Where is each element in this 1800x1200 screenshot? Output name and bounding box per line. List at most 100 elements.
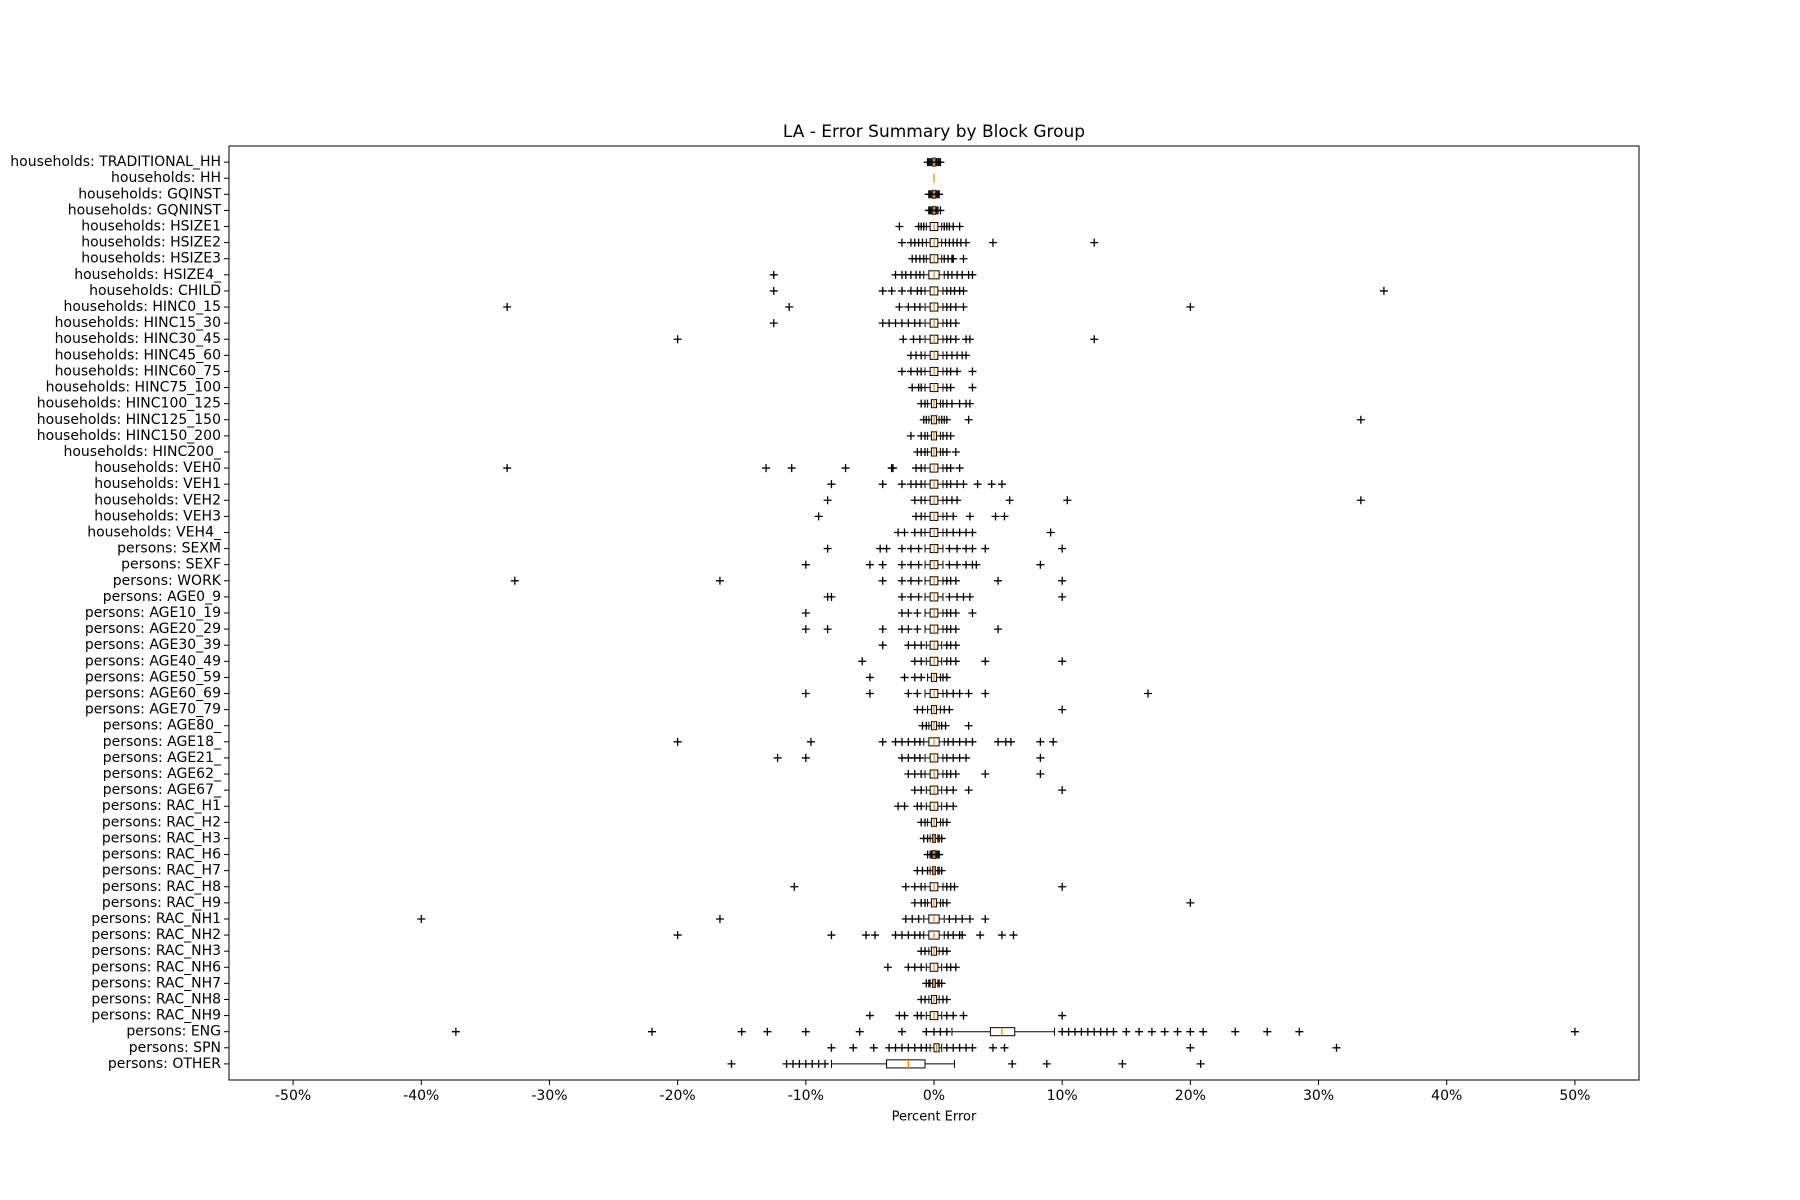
y-tick-label: persons: RAC_H8 — [102, 879, 221, 895]
x-tick-label: -10% — [788, 1088, 824, 1104]
flier — [947, 399, 956, 408]
y-tick-label: persons: WORK — [113, 573, 222, 589]
flier — [965, 335, 974, 344]
box — [886, 1059, 926, 1069]
flier — [895, 303, 904, 312]
flier — [917, 882, 926, 891]
flier — [968, 383, 977, 392]
flier — [937, 979, 946, 988]
flier — [965, 592, 974, 601]
flier — [906, 576, 915, 585]
flier — [950, 882, 959, 891]
flier — [921, 898, 930, 907]
flier — [1160, 1027, 1169, 1036]
flier — [1332, 1043, 1341, 1052]
flier — [878, 625, 887, 634]
flier — [915, 737, 924, 746]
flier — [917, 963, 926, 972]
flier — [958, 914, 967, 923]
flier — [926, 190, 935, 199]
flier — [962, 753, 971, 762]
flier — [451, 1027, 460, 1036]
flier — [1000, 1043, 1009, 1052]
x-axis-label: Percent Error — [892, 1110, 977, 1125]
flier — [806, 737, 815, 746]
flier — [917, 786, 926, 795]
flier — [946, 383, 955, 392]
flier — [917, 673, 926, 682]
flier — [1006, 737, 1015, 746]
flier — [917, 512, 926, 521]
flier — [951, 625, 960, 634]
flier — [942, 818, 951, 827]
flier — [1186, 898, 1195, 907]
y-tick-label: persons: AGE70_79 — [85, 702, 221, 718]
y-tick-label: persons: SPN — [129, 1040, 221, 1056]
flier — [921, 447, 930, 456]
y-tick-label: persons: RAC_NH8 — [91, 991, 221, 1007]
flier — [1008, 1059, 1017, 1068]
flier — [827, 480, 836, 489]
flier — [787, 464, 796, 473]
flier — [945, 544, 954, 553]
flier — [914, 592, 923, 601]
flier — [922, 721, 931, 730]
flier — [936, 158, 945, 167]
box — [989, 1027, 1016, 1037]
flier — [997, 480, 1006, 489]
flier — [1036, 770, 1045, 779]
flier — [1063, 496, 1072, 505]
y-tick-label: persons: SEXM — [117, 541, 221, 557]
flier — [899, 335, 908, 344]
flier — [955, 464, 964, 473]
flier — [937, 866, 946, 875]
flier — [914, 544, 923, 553]
y-tick-label: households: VEH3 — [94, 508, 221, 524]
flier — [953, 496, 962, 505]
x-tick-label: 10% — [1047, 1088, 1078, 1104]
flier — [865, 1011, 874, 1020]
flier — [965, 512, 974, 521]
y-tick-label: persons: SEXF — [121, 557, 221, 573]
y-tick-label: persons: RAC_NH3 — [91, 943, 221, 959]
flier — [673, 931, 682, 940]
flier — [865, 673, 874, 682]
flier — [959, 1011, 968, 1020]
flier — [1570, 1027, 1579, 1036]
flier — [1356, 415, 1365, 424]
y-tick-label: households: HH — [111, 170, 221, 186]
flier — [917, 528, 926, 537]
flier — [962, 238, 971, 247]
y-tick-label: persons: AGE10_19 — [85, 605, 221, 621]
y-tick-label: households: HINC100_125 — [37, 396, 221, 412]
flier — [942, 673, 951, 682]
y-tick-label: households: HINC45_60 — [55, 347, 221, 363]
flier — [865, 689, 874, 698]
flier — [715, 576, 724, 585]
y-tick-label: persons: AGE67_ — [103, 782, 222, 798]
flier — [917, 480, 926, 489]
flier — [922, 1043, 931, 1052]
flier — [945, 560, 954, 569]
flier — [926, 158, 935, 167]
flier — [878, 576, 887, 585]
flier — [917, 641, 926, 650]
flier — [968, 528, 977, 537]
flier — [951, 335, 960, 344]
flier — [981, 544, 990, 553]
flier — [915, 270, 924, 279]
y-tick-label: persons: RAC_NH2 — [91, 927, 221, 943]
flier — [823, 496, 832, 505]
flier — [1186, 1027, 1195, 1036]
flier — [949, 786, 958, 795]
flier — [878, 286, 887, 295]
flier — [913, 625, 922, 634]
flier — [906, 431, 915, 440]
y-tick-label: persons: RAC_NH9 — [91, 1008, 221, 1024]
flier — [942, 415, 951, 424]
flier — [917, 770, 926, 779]
y-tick-label: persons: AGE62_ — [103, 766, 222, 782]
y-tick-label: persons: ENG — [126, 1024, 221, 1040]
flier — [737, 1027, 746, 1036]
flier — [968, 367, 977, 376]
